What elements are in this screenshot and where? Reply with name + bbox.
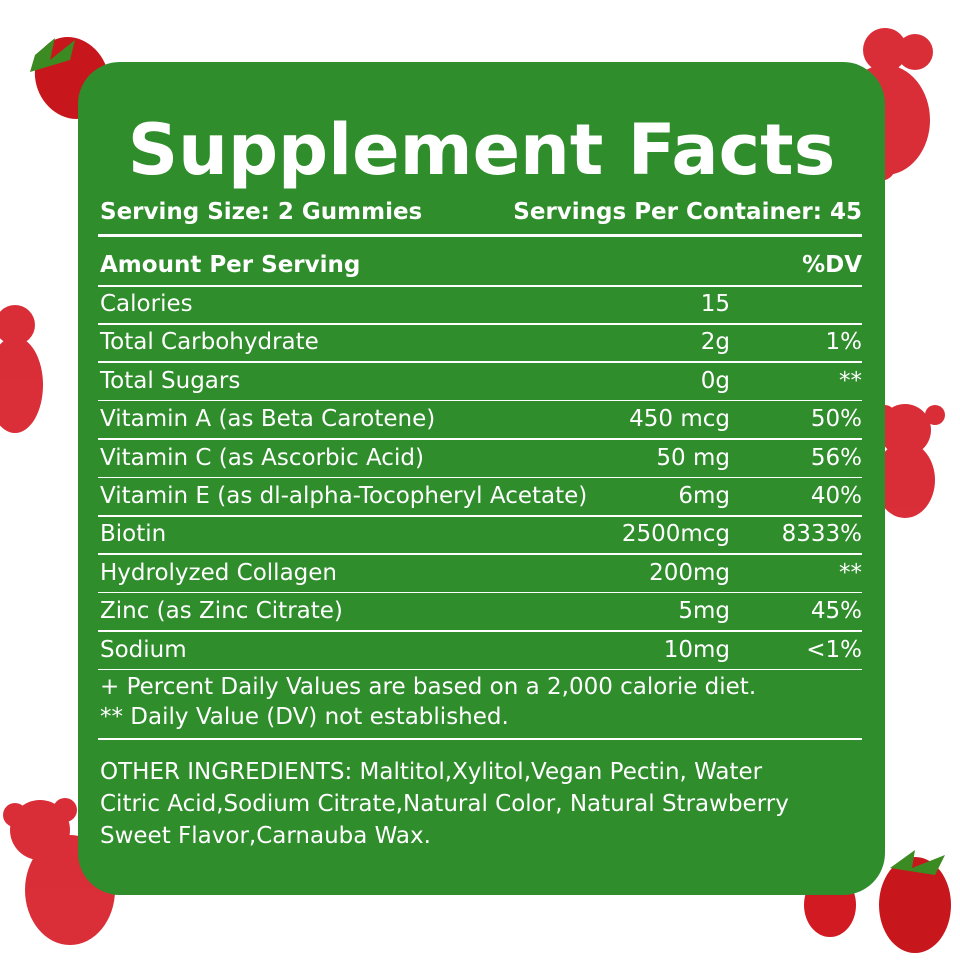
nutrient-name: Calories — [100, 291, 193, 317]
footnote: + Percent Daily Values are based on a 2,… — [100, 674, 757, 700]
divider — [98, 285, 862, 287]
amount: 450 mcg — [629, 406, 730, 433]
facts-panel: Supplement Facts Serving Size: 2 Gummies… — [78, 62, 885, 895]
serving-size: Serving Size: 2 Gummies — [100, 199, 423, 225]
dv-header: %DV — [802, 252, 862, 278]
amount: 50 mg — [656, 444, 730, 471]
daily-value: 1% — [825, 329, 863, 356]
title: Supplement Facts — [127, 109, 836, 191]
daily-value: 40% — [810, 483, 862, 509]
amount: 2500mcg — [621, 521, 730, 548]
daily-value: 50% — [810, 406, 862, 433]
daily-value: 56% — [810, 444, 862, 471]
divider — [98, 438, 862, 440]
daily-value: ** — [839, 367, 862, 394]
ingredients-line: OTHER INGREDIENTS: Maltitol,Xylitol,Vega… — [100, 759, 763, 785]
nutrient-name: Zinc (as Zinc Citrate) — [100, 598, 343, 625]
divider — [98, 591, 862, 594]
daily-value: ** — [839, 559, 862, 586]
ingredients-line: Sweet Flavor,Carnauba Wax. — [100, 823, 431, 849]
nutrient-name: Sodium — [100, 636, 187, 663]
daily-value: <1% — [806, 636, 862, 663]
nutrient-name: Biotin — [100, 521, 167, 548]
divider — [98, 234, 862, 237]
nutrient-name: Vitamin C (as Ascorbic Acid) — [100, 444, 424, 471]
amount: 5mg — [678, 598, 730, 625]
divider — [98, 738, 862, 740]
divider — [98, 630, 862, 632]
amount: 15 — [700, 291, 730, 317]
footnote: ** Daily Value (DV) not established. — [100, 704, 509, 730]
divider — [98, 476, 862, 479]
nutrient-name: Vitamin A (as Beta Carotene) — [100, 406, 436, 433]
amount-header: Amount Per Serving — [100, 252, 361, 278]
nutrient-name: Hydrolyzed Collagen — [100, 559, 337, 586]
nutrient-name: Total Carbohydrate — [100, 329, 319, 356]
divider — [98, 553, 862, 555]
ingredients-line: Citric Acid,Sodium Citrate,Natural Color… — [100, 791, 789, 817]
amount: 6mg — [678, 483, 730, 509]
daily-value: 45% — [810, 598, 862, 625]
divider — [98, 515, 862, 517]
divider — [98, 323, 862, 325]
daily-value: 8333% — [781, 521, 862, 548]
nutrient-name: Vitamin E (as dl-alpha-Tocopheryl Acetat… — [100, 483, 588, 509]
divider — [98, 361, 862, 363]
divider — [98, 668, 862, 671]
amount: 0g — [700, 367, 730, 394]
nutrient-name: Total Sugars — [100, 367, 241, 394]
amount: 2g — [700, 329, 730, 356]
amount: 10mg — [663, 636, 730, 663]
divider — [98, 399, 862, 402]
servings-per-container: Servings Per Container: 45 — [513, 199, 862, 225]
amount: 200mg — [649, 559, 730, 586]
